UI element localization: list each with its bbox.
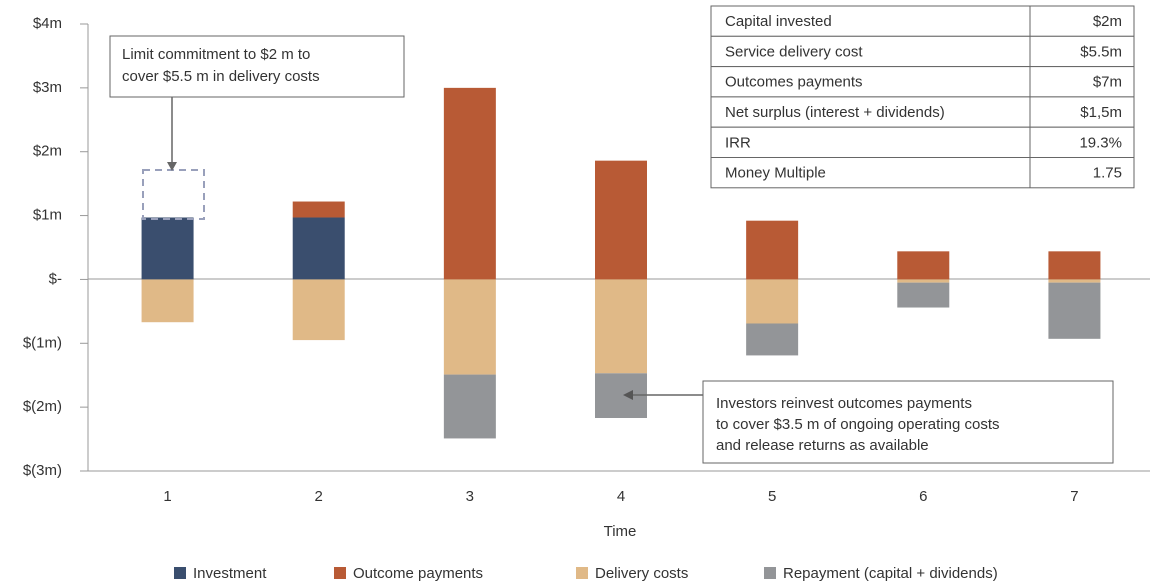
y-tick-label: $(1m) [23, 334, 62, 351]
bar [746, 279, 799, 324]
table-cell: $5.5m [1080, 43, 1122, 60]
arrow-head [623, 390, 633, 400]
x-tick-label: 3 [466, 488, 474, 505]
table-cell: Money Multiple [725, 165, 826, 182]
y-tick-label: $(3m) [23, 462, 62, 479]
bar [897, 251, 950, 280]
bar [141, 217, 194, 280]
legend-label: Investment [193, 565, 267, 582]
annotation-box [109, 35, 405, 98]
bar [746, 323, 799, 356]
annotation-text: Investors reinvest outcomes payments [716, 395, 972, 412]
annotation-text: cover $5.5 m in delivery costs [122, 68, 320, 85]
table-row [710, 5, 1135, 37]
legend-label: Repayment (capital + dividends) [783, 565, 998, 582]
bar [897, 279, 950, 283]
annotation-text: Limit commitment to $2 m to [122, 46, 310, 63]
table-cell: 19.3% [1079, 134, 1122, 151]
bar [1048, 251, 1101, 280]
x-tick-label: 6 [919, 488, 927, 505]
table-row [710, 126, 1135, 158]
bar [595, 160, 647, 280]
table-cell: Net surplus (interest + dividends) [725, 104, 945, 121]
table-row [710, 96, 1135, 128]
arrow-head [167, 162, 177, 171]
y-tick-label: $3m [33, 79, 62, 96]
x-tick-label: 7 [1070, 488, 1078, 505]
bar [595, 279, 647, 374]
x-tick-label: 2 [315, 488, 323, 505]
legend-swatch [334, 567, 346, 579]
summary-table: Capital invested $2m Service delivery cost… [710, 5, 1135, 189]
table-cell: Capital invested [725, 13, 832, 30]
x-tick-label: 1 [163, 488, 171, 505]
bar [292, 279, 345, 341]
x-axis-label: Time [604, 523, 637, 540]
y-tick-label: $(2m) [23, 398, 62, 415]
bar [292, 201, 345, 218]
x-tick-label: 4 [617, 488, 625, 505]
table-cell: Outcomes payments [725, 74, 863, 91]
y-tick-label: $1m [33, 207, 62, 224]
table-cell: $2m [1093, 13, 1122, 30]
bar [443, 279, 496, 375]
annotation-box [702, 380, 1114, 464]
bar [746, 220, 799, 280]
annotation-text: to cover $3.5 m of ongoing operating cos… [716, 416, 1000, 433]
commitment-box [142, 169, 205, 220]
bar [1048, 282, 1101, 339]
legend-label: Delivery costs [595, 565, 688, 582]
bar [292, 217, 345, 280]
legend-label: Outcome payments [353, 565, 483, 582]
legend-swatch [764, 567, 776, 579]
table-cell: IRR [725, 134, 751, 151]
marks [141, 87, 1101, 439]
table-row [710, 66, 1135, 98]
y-tick-label: $4m [33, 15, 62, 32]
annotation-text: and release returns as available [716, 437, 929, 454]
legend-swatch [576, 567, 588, 579]
legend-swatch [174, 567, 186, 579]
bar [443, 87, 496, 280]
bar [443, 374, 496, 439]
table-cell: Service delivery cost [725, 43, 863, 60]
legend: Investment Outcome payments Delivery costs… [174, 565, 998, 582]
x-tick-label: 5 [768, 488, 776, 505]
table-cell: $1,5m [1080, 104, 1122, 121]
table-cell: $7m [1093, 74, 1122, 91]
y-tick-label: $2m [33, 143, 62, 160]
bar [897, 282, 950, 308]
table-row [710, 157, 1135, 189]
bar [141, 279, 194, 323]
bar [1048, 279, 1101, 283]
y-tick-label: $- [49, 270, 62, 287]
table-row [710, 35, 1135, 68]
table-cell: 1.75 [1093, 165, 1122, 182]
